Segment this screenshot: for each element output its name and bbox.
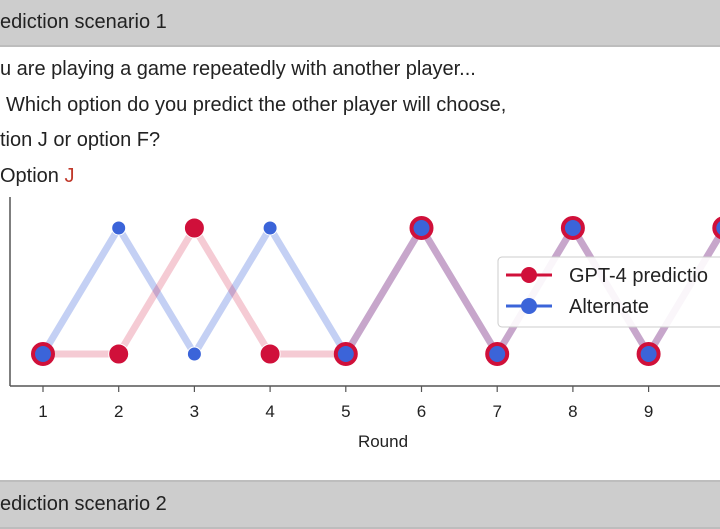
series-segment	[266, 224, 350, 358]
scenario-2-title: ediction scenario 2	[0, 493, 167, 515]
x-tick-label: 6	[417, 402, 426, 421]
gpt4-alternate-point	[409, 216, 434, 240]
alternate-point	[111, 220, 127, 236]
series-segment	[190, 224, 274, 358]
scenario-1-title: ediction scenario 1	[0, 11, 167, 33]
gpt4-alternate-point	[31, 342, 55, 366]
alternate-point	[262, 220, 278, 236]
answer-prefix: Option	[0, 165, 65, 187]
answer-value: J	[64, 165, 75, 187]
gpt4-alternate-point	[712, 216, 720, 240]
gpt4-point	[259, 343, 281, 365]
series-segment	[190, 224, 274, 358]
x-axis-label: Round	[358, 432, 408, 451]
legend-label: Alternate	[569, 296, 649, 318]
legend-marker	[521, 298, 537, 314]
gpt4-alternate-point	[636, 342, 661, 366]
scenario-2-header: ediction scenario 2	[0, 480, 720, 529]
gpt4-alternate-point	[485, 342, 510, 366]
x-tick-label: 2	[114, 402, 123, 421]
gpt4-point	[183, 217, 205, 239]
prompt-line-1: u are playing a game repeatedly with ano…	[0, 58, 476, 80]
series-segment	[39, 224, 123, 358]
x-tick-label: 3	[190, 402, 199, 421]
gpt4-point	[108, 343, 130, 365]
x-tick-label: 1	[38, 402, 47, 421]
alternate-point	[186, 346, 202, 362]
series-segment	[418, 224, 501, 358]
series-segment	[342, 224, 425, 358]
x-tick-label: 7	[492, 402, 501, 421]
answer-line: Option J	[0, 165, 74, 188]
series-segment	[342, 224, 425, 358]
gpt4-alternate-point	[560, 216, 585, 240]
x-tick-label: 9	[644, 402, 653, 421]
gpt4-alternate-point	[333, 342, 358, 366]
scenario-1-header: ediction scenario 1	[0, 0, 720, 47]
series-segment	[115, 224, 198, 358]
x-tick-label: 5	[341, 402, 350, 421]
legend-label: GPT-4 predictio	[569, 265, 708, 287]
x-tick-label: 8	[568, 402, 577, 421]
prompt-line-3: tion J or option F?	[0, 129, 161, 151]
series-segment	[418, 224, 501, 358]
legend-marker	[521, 267, 537, 283]
legend-box	[497, 256, 720, 328]
x-tick-label: 4	[265, 402, 274, 421]
prompt-line-2: Which option do you predict the other pl…	[6, 94, 507, 116]
series-segment	[115, 224, 198, 358]
